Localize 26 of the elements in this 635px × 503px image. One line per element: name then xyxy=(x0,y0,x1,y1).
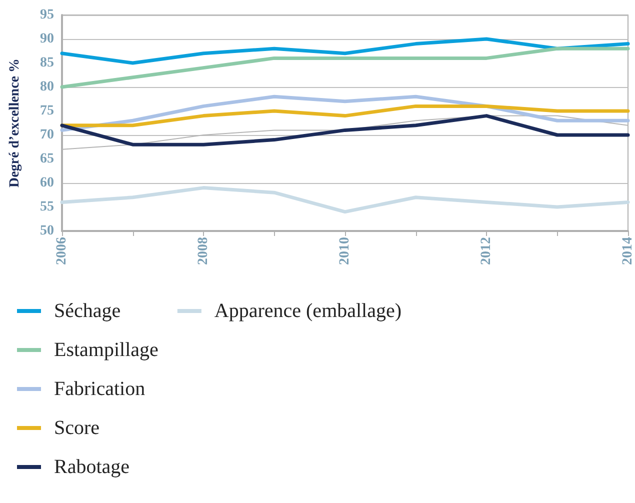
legend-label: Score xyxy=(54,417,100,439)
legend-label: Estampillage xyxy=(54,339,159,361)
y-tick-label: 70 xyxy=(40,128,54,142)
x-tick-label: 2008 xyxy=(196,237,211,265)
line-series xyxy=(60,186,630,214)
line-series xyxy=(60,37,630,65)
y-tick-label: 65 xyxy=(40,152,54,166)
legend-label: Fabrication xyxy=(54,378,146,400)
y-tick-label: 80 xyxy=(40,80,54,94)
y-tick-label: 75 xyxy=(40,104,54,118)
y-tick-label: 95 xyxy=(40,8,54,22)
y-axis-title: Degré d’excellence % xyxy=(8,58,22,188)
x-tick-label: 2014 xyxy=(620,237,635,265)
line-series xyxy=(60,104,630,128)
legend-label: Séchage xyxy=(54,300,121,322)
legend-label: Rabotage xyxy=(54,456,130,478)
y-tick-label: 55 xyxy=(40,200,54,214)
y-tick-label: 85 xyxy=(40,56,54,70)
y-tick-label: 60 xyxy=(40,176,54,190)
y-tick-label: 90 xyxy=(40,32,54,46)
line-series xyxy=(60,46,630,89)
x-tick-label: 2010 xyxy=(338,237,352,265)
x-tick-label: 2012 xyxy=(479,237,494,265)
legend-label: Apparence (emballage) xyxy=(214,300,402,322)
y-tick-label: 50 xyxy=(40,224,54,238)
x-tick-label: 2006 xyxy=(54,237,70,265)
